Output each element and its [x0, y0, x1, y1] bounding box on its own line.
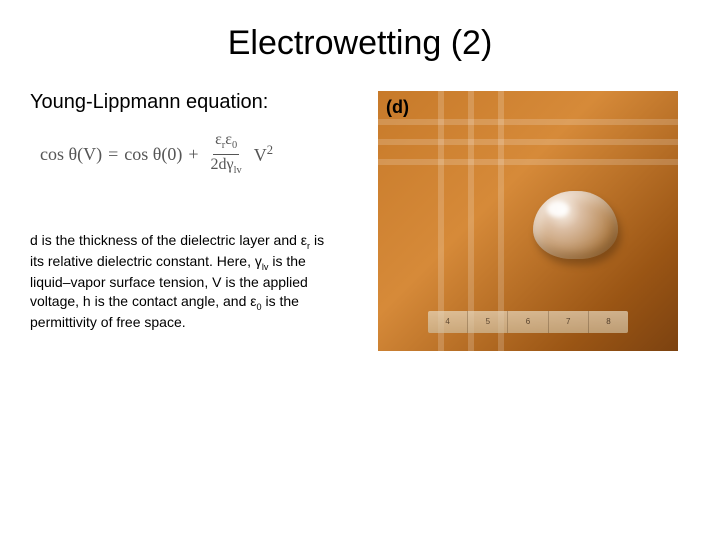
eq-equals: =: [108, 144, 118, 165]
eq-fraction: εrε0 2dγlv: [209, 132, 244, 176]
eps-0-sub: 0: [232, 140, 237, 151]
v-base: V: [254, 145, 267, 165]
ruler-tick: 5: [468, 311, 508, 333]
pcb-trace: [378, 119, 678, 125]
panel-label: (d): [386, 97, 409, 118]
eq-plus: +: [188, 144, 198, 165]
ruler-tick: 6: [508, 311, 548, 333]
eq-v: V2: [254, 143, 273, 166]
right-column: (d) 4 5 6 7 8: [378, 91, 690, 351]
two-d-gamma: 2dγ: [211, 156, 234, 173]
scale-ruler: 4 5 6 7 8: [428, 311, 628, 333]
eps-0: ε: [225, 131, 232, 148]
droplet-highlight: [547, 201, 569, 217]
eq-numerator: εrε0: [213, 132, 239, 155]
young-lippmann-equation: cos θ(V) = cos θ(0) + εrε0 2dγlv V2: [40, 132, 370, 176]
eq-denominator: 2dγlv: [209, 155, 244, 177]
pcb-trace: [378, 159, 678, 165]
ruler-tick: 7: [549, 311, 589, 333]
v-exp: 2: [267, 143, 273, 157]
eq-term1: cos θ(0): [124, 144, 182, 165]
parameter-description: d is the thickness of the dielectric lay…: [30, 231, 340, 332]
ruler-tick: 4: [428, 311, 468, 333]
page-title: Electrowetting (2): [30, 24, 690, 63]
eq-lhs: cos θ(V): [40, 144, 102, 165]
pcb-trace: [378, 139, 678, 145]
water-droplet: [533, 191, 618, 259]
electrowetting-photo: (d) 4 5 6 7 8: [378, 91, 678, 351]
content-row: Young-Lippmann equation: cos θ(V) = cos …: [30, 91, 690, 351]
ruler-tick: 8: [589, 311, 628, 333]
slide: Electrowetting (2) Young-Lippmann equati…: [0, 0, 720, 540]
equation-heading: Young-Lippmann equation:: [30, 91, 370, 114]
left-column: Young-Lippmann equation: cos θ(V) = cos …: [30, 91, 370, 351]
gamma-lv-sub: lv: [234, 165, 242, 176]
eps-r: ε: [215, 131, 222, 148]
